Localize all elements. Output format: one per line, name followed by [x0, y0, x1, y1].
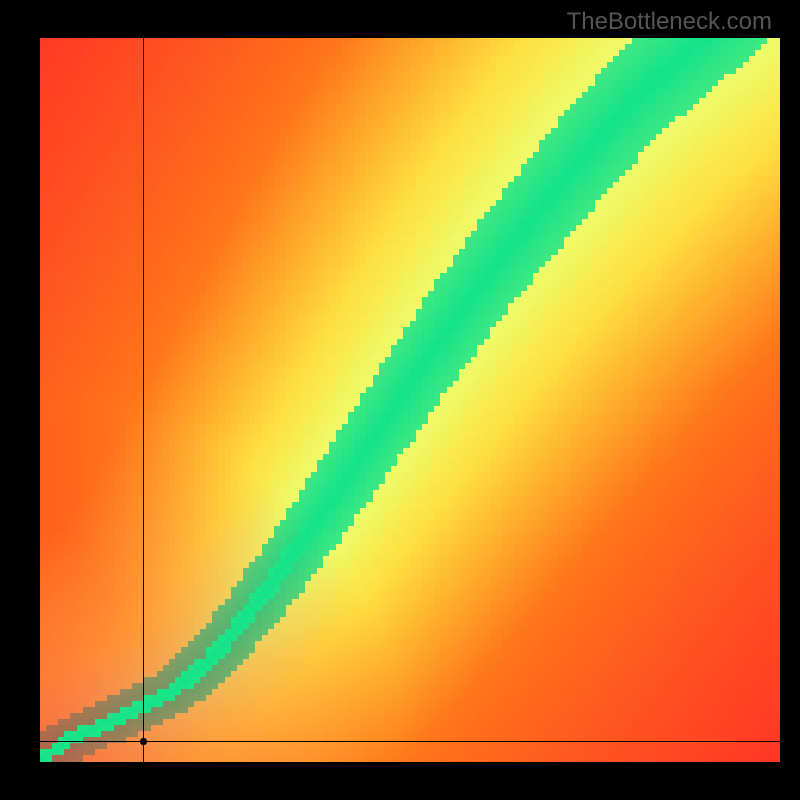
watermark-text: TheBottleneck.com [567, 8, 772, 36]
axis-vertical [143, 38, 144, 762]
axis-marker [139, 737, 148, 746]
heatmap-canvas [40, 38, 780, 762]
axis-horizontal [40, 741, 780, 742]
stage: TheBottleneck.com [0, 0, 800, 800]
